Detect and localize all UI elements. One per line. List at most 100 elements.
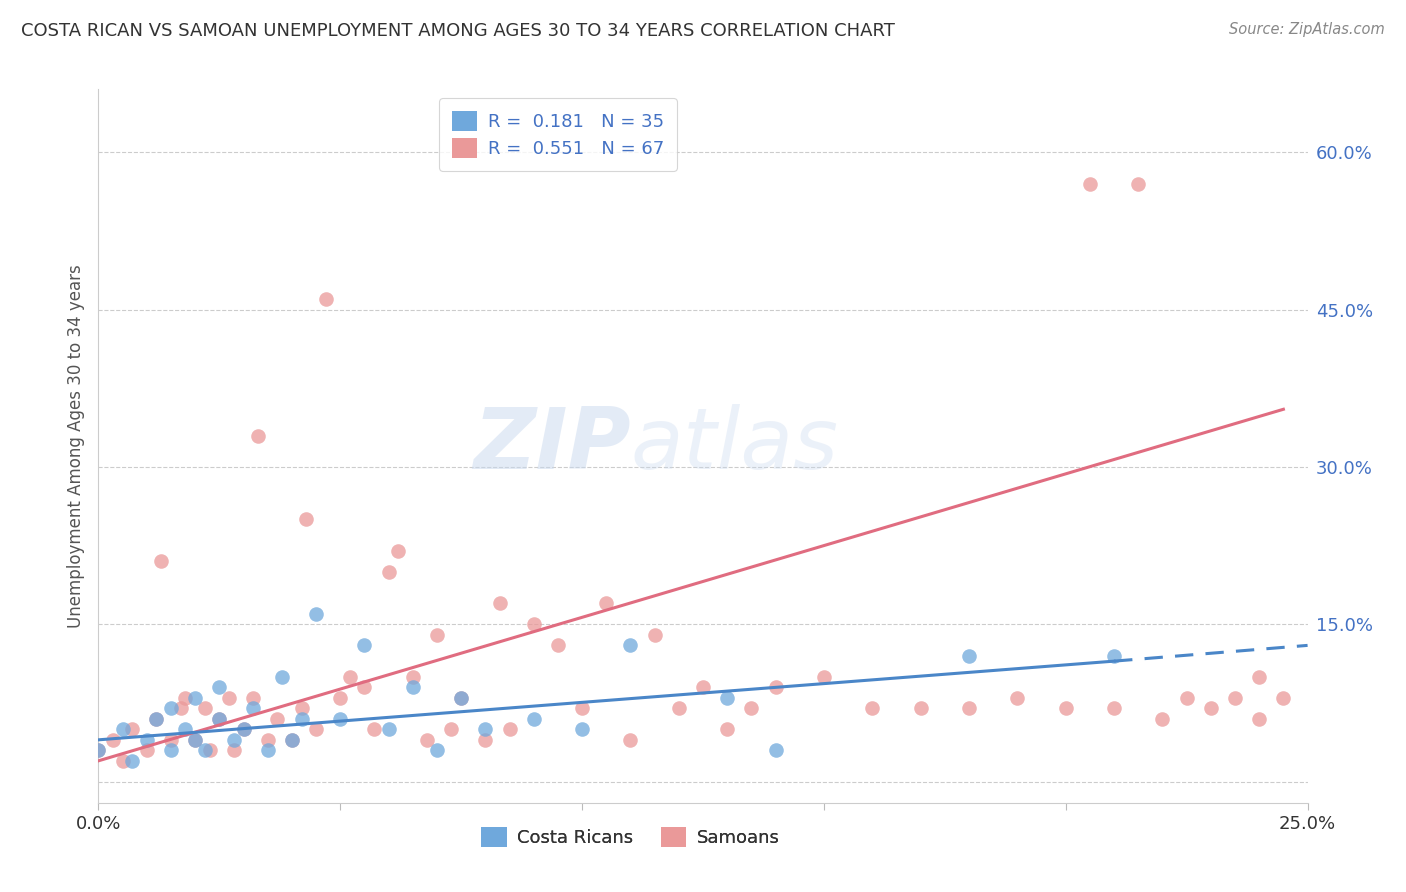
Point [765,681,787,695]
Y-axis label: Unemployment Among Ages 30 to 34 years: Unemployment Among Ages 30 to 34 years [66,264,84,628]
Point [145,712,167,726]
Point [644,628,666,642]
Point [450,690,472,705]
Point [242,701,264,715]
Point [208,712,231,726]
Point [160,743,183,757]
Point [290,701,312,715]
Point [377,723,399,737]
Text: ZIP: ZIP [472,404,630,488]
Point [281,732,304,747]
Point [402,681,425,695]
Point [547,639,569,653]
Point [222,743,245,757]
Point [619,639,641,653]
Point [363,723,385,737]
Point [474,732,496,747]
Point [111,723,134,737]
Point [957,701,980,715]
Point [87,743,110,757]
Point [450,690,472,705]
Point [426,628,449,642]
Point [402,670,425,684]
Point [232,723,254,737]
Point [305,607,328,621]
Point [1007,690,1029,705]
Point [1128,177,1150,191]
Point [957,648,980,663]
Point [281,732,304,747]
Point [305,723,328,737]
Point [1249,712,1271,726]
Point [218,690,240,705]
Point [571,723,593,737]
Point [160,732,183,747]
Point [208,681,231,695]
Point [150,554,173,568]
Point [121,723,143,737]
Point [194,743,217,757]
Point [329,690,352,705]
Point [910,701,932,715]
Legend: Costa Ricans, Samoans: Costa Ricans, Samoans [474,820,787,855]
Point [860,701,883,715]
Point [111,754,134,768]
Point [1152,712,1174,726]
Point [740,701,762,715]
Point [174,723,197,737]
Point [1223,690,1246,705]
Point [716,723,738,737]
Point [222,732,245,747]
Point [813,670,835,684]
Point [1175,690,1198,705]
Point [198,743,221,757]
Point [194,701,217,715]
Point [87,743,110,757]
Point [242,690,264,705]
Text: Source: ZipAtlas.com: Source: ZipAtlas.com [1229,22,1385,37]
Point [1199,701,1222,715]
Point [295,512,318,526]
Point [498,723,520,737]
Point [271,670,294,684]
Point [145,712,167,726]
Point [135,732,157,747]
Point [329,712,352,726]
Point [426,743,449,757]
Point [716,690,738,705]
Point [440,723,463,737]
Point [184,732,207,747]
Point [174,690,197,705]
Point [121,754,143,768]
Point [523,617,546,632]
Point [1102,701,1125,715]
Point [765,743,787,757]
Point [474,723,496,737]
Point [135,743,157,757]
Point [169,701,191,715]
Point [256,732,278,747]
Point [523,712,546,726]
Point [377,565,399,579]
Point [101,732,124,747]
Point [1272,690,1295,705]
Point [290,712,312,726]
Point [160,701,183,715]
Point [1078,177,1101,191]
Point [619,732,641,747]
Point [1249,670,1271,684]
Point [353,639,375,653]
Point [247,428,270,442]
Point [315,292,337,306]
Point [208,712,231,726]
Point [416,732,439,747]
Point [1102,648,1125,663]
Point [266,712,288,726]
Point [571,701,593,715]
Point [353,681,375,695]
Point [1054,701,1077,715]
Point [692,681,714,695]
Point [387,544,409,558]
Point [339,670,361,684]
Point [668,701,690,715]
